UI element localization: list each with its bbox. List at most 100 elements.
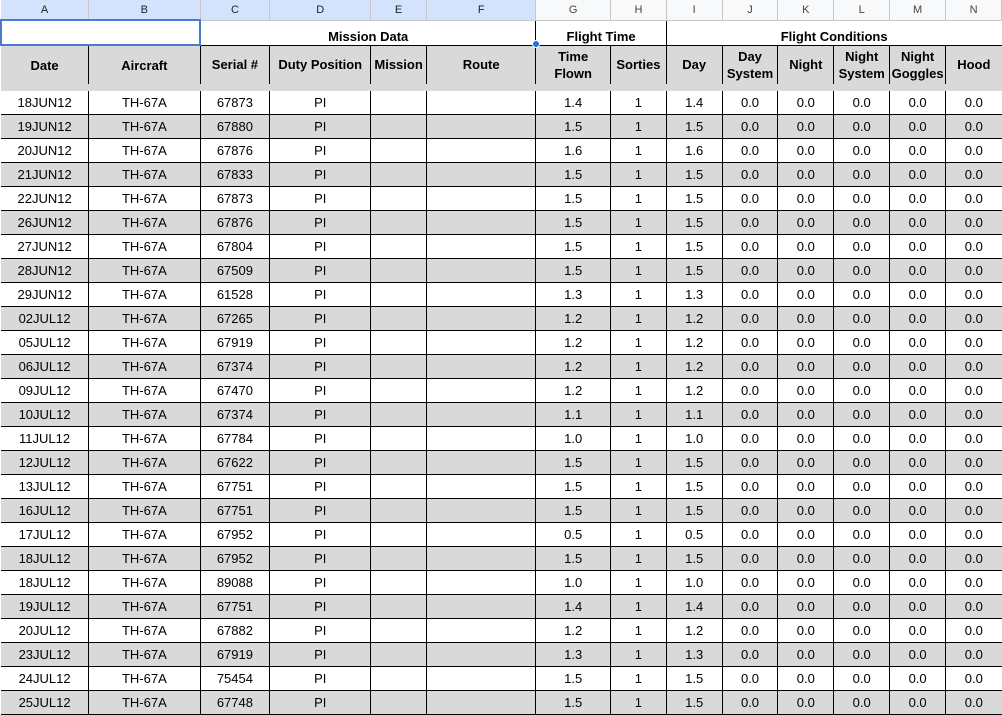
night-goggles-cell[interactable]: 0.0 bbox=[889, 690, 946, 715]
date-cell[interactable]: 05JUL12 bbox=[1, 330, 89, 355]
hood-cell[interactable]: 0.0 bbox=[945, 282, 1002, 307]
date-cell[interactable]: 26JUN12 bbox=[1, 210, 89, 235]
day-cell[interactable]: 1.5 bbox=[665, 498, 723, 523]
sorties-cell[interactable]: 1 bbox=[609, 258, 667, 283]
serial-cell[interactable]: 67470 bbox=[199, 378, 270, 403]
day-system-cell[interactable]: 0.0 bbox=[721, 570, 778, 595]
route-cell[interactable] bbox=[426, 186, 536, 211]
night-goggles-cell[interactable]: 0.0 bbox=[889, 642, 946, 667]
header-aircraft[interactable]: Aircraft bbox=[88, 44, 201, 84]
night-cell[interactable]: 0.0 bbox=[777, 522, 834, 547]
night-cell[interactable]: 0.0 bbox=[777, 162, 834, 187]
hood-cell[interactable]: 0.0 bbox=[945, 306, 1002, 331]
serial-cell[interactable]: 61528 bbox=[199, 282, 270, 307]
header-time-flown[interactable]: Time Flown bbox=[535, 44, 611, 84]
hood-cell[interactable]: 0.0 bbox=[945, 666, 1002, 691]
sorties-cell[interactable]: 1 bbox=[609, 570, 667, 595]
route-cell[interactable] bbox=[426, 426, 536, 451]
aircraft-cell[interactable]: TH-67A bbox=[88, 666, 201, 691]
serial-cell[interactable]: 67784 bbox=[199, 426, 270, 451]
aircraft-cell[interactable]: TH-67A bbox=[88, 474, 201, 499]
aircraft-cell[interactable]: TH-67A bbox=[88, 282, 201, 307]
night-system-cell[interactable]: 0.0 bbox=[833, 91, 890, 115]
hood-cell[interactable]: 0.0 bbox=[945, 210, 1002, 235]
duty-position-cell[interactable]: PI bbox=[269, 402, 371, 427]
duty-position-cell[interactable]: PI bbox=[269, 618, 371, 643]
night-cell[interactable]: 0.0 bbox=[777, 474, 834, 499]
column-header-h[interactable]: H bbox=[610, 0, 667, 21]
night-goggles-cell[interactable]: 0.0 bbox=[889, 570, 946, 595]
column-header-c[interactable]: C bbox=[200, 0, 271, 21]
aircraft-cell[interactable]: TH-67A bbox=[88, 690, 201, 715]
sorties-cell[interactable]: 1 bbox=[609, 138, 667, 163]
time-flown-cell[interactable]: 1.2 bbox=[535, 618, 611, 643]
night-system-cell[interactable]: 0.0 bbox=[833, 474, 890, 499]
sorties-cell[interactable]: 1 bbox=[609, 282, 667, 307]
duty-position-cell[interactable]: PI bbox=[269, 690, 371, 715]
header-hood[interactable]: Hood bbox=[945, 44, 1002, 84]
aircraft-cell[interactable]: TH-67A bbox=[88, 186, 201, 211]
time-flown-cell[interactable]: 1.4 bbox=[535, 91, 611, 115]
night-system-cell[interactable]: 0.0 bbox=[833, 258, 890, 283]
hood-cell[interactable]: 0.0 bbox=[945, 91, 1002, 115]
night-cell[interactable]: 0.0 bbox=[777, 354, 834, 379]
hood-cell[interactable]: 0.0 bbox=[945, 114, 1002, 139]
column-header-a[interactable]: A bbox=[1, 0, 90, 21]
day-cell[interactable]: 1.4 bbox=[665, 594, 723, 619]
mission-cell[interactable] bbox=[370, 426, 427, 451]
route-cell[interactable] bbox=[426, 594, 536, 619]
column-header-d[interactable]: D bbox=[269, 0, 372, 21]
night-system-cell[interactable]: 0.0 bbox=[833, 114, 890, 139]
duty-position-cell[interactable]: PI bbox=[269, 666, 371, 691]
night-cell[interactable]: 0.0 bbox=[777, 378, 834, 403]
day-cell[interactable]: 1.5 bbox=[665, 474, 723, 499]
time-flown-cell[interactable]: 1.3 bbox=[535, 642, 611, 667]
mission-cell[interactable] bbox=[370, 306, 427, 331]
aircraft-cell[interactable]: TH-67A bbox=[88, 306, 201, 331]
sorties-cell[interactable]: 1 bbox=[609, 618, 667, 643]
aircraft-cell[interactable]: TH-67A bbox=[88, 234, 201, 259]
day-cell[interactable]: 1.3 bbox=[665, 642, 723, 667]
route-cell[interactable] bbox=[426, 306, 536, 331]
night-goggles-cell[interactable]: 0.0 bbox=[889, 474, 946, 499]
aircraft-cell[interactable]: TH-67A bbox=[88, 138, 201, 163]
hood-cell[interactable]: 0.0 bbox=[945, 546, 1002, 571]
hood-cell[interactable]: 0.0 bbox=[945, 138, 1002, 163]
serial-cell[interactable]: 67622 bbox=[199, 450, 270, 475]
night-system-cell[interactable]: 0.0 bbox=[833, 690, 890, 715]
mission-cell[interactable] bbox=[370, 690, 427, 715]
night-goggles-cell[interactable]: 0.0 bbox=[889, 306, 946, 331]
day-system-cell[interactable]: 0.0 bbox=[721, 306, 778, 331]
day-cell[interactable]: 1.2 bbox=[665, 354, 723, 379]
night-cell[interactable]: 0.0 bbox=[777, 258, 834, 283]
date-cell[interactable]: 02JUL12 bbox=[1, 306, 89, 331]
duty-position-cell[interactable]: PI bbox=[269, 234, 371, 259]
aircraft-cell[interactable]: TH-67A bbox=[88, 402, 201, 427]
group-header-mission-data[interactable]: Mission Data bbox=[199, 20, 536, 45]
night-cell[interactable]: 0.0 bbox=[777, 186, 834, 211]
aircraft-cell[interactable]: TH-67A bbox=[88, 546, 201, 571]
hood-cell[interactable]: 0.0 bbox=[945, 402, 1002, 427]
serial-cell[interactable]: 67374 bbox=[199, 402, 270, 427]
mission-cell[interactable] bbox=[370, 210, 427, 235]
aircraft-cell[interactable]: TH-67A bbox=[88, 162, 201, 187]
day-cell[interactable]: 1.0 bbox=[665, 570, 723, 595]
sorties-cell[interactable]: 1 bbox=[609, 354, 667, 379]
night-system-cell[interactable]: 0.0 bbox=[833, 450, 890, 475]
hood-cell[interactable]: 0.0 bbox=[945, 594, 1002, 619]
time-flown-cell[interactable]: 1.3 bbox=[535, 282, 611, 307]
date-cell[interactable]: 20JUN12 bbox=[1, 138, 89, 163]
night-goggles-cell[interactable]: 0.0 bbox=[889, 91, 946, 115]
date-cell[interactable]: 18JUL12 bbox=[1, 546, 89, 571]
sorties-cell[interactable]: 1 bbox=[609, 498, 667, 523]
time-flown-cell[interactable]: 1.1 bbox=[535, 402, 611, 427]
mission-cell[interactable] bbox=[370, 234, 427, 259]
sorties-cell[interactable]: 1 bbox=[609, 642, 667, 667]
mission-cell[interactable] bbox=[370, 522, 427, 547]
day-cell[interactable]: 1.5 bbox=[665, 258, 723, 283]
serial-cell[interactable]: 67952 bbox=[199, 522, 270, 547]
time-flown-cell[interactable]: 1.2 bbox=[535, 330, 611, 355]
night-cell[interactable]: 0.0 bbox=[777, 210, 834, 235]
mission-cell[interactable] bbox=[370, 642, 427, 667]
serial-cell[interactable]: 67876 bbox=[199, 210, 270, 235]
